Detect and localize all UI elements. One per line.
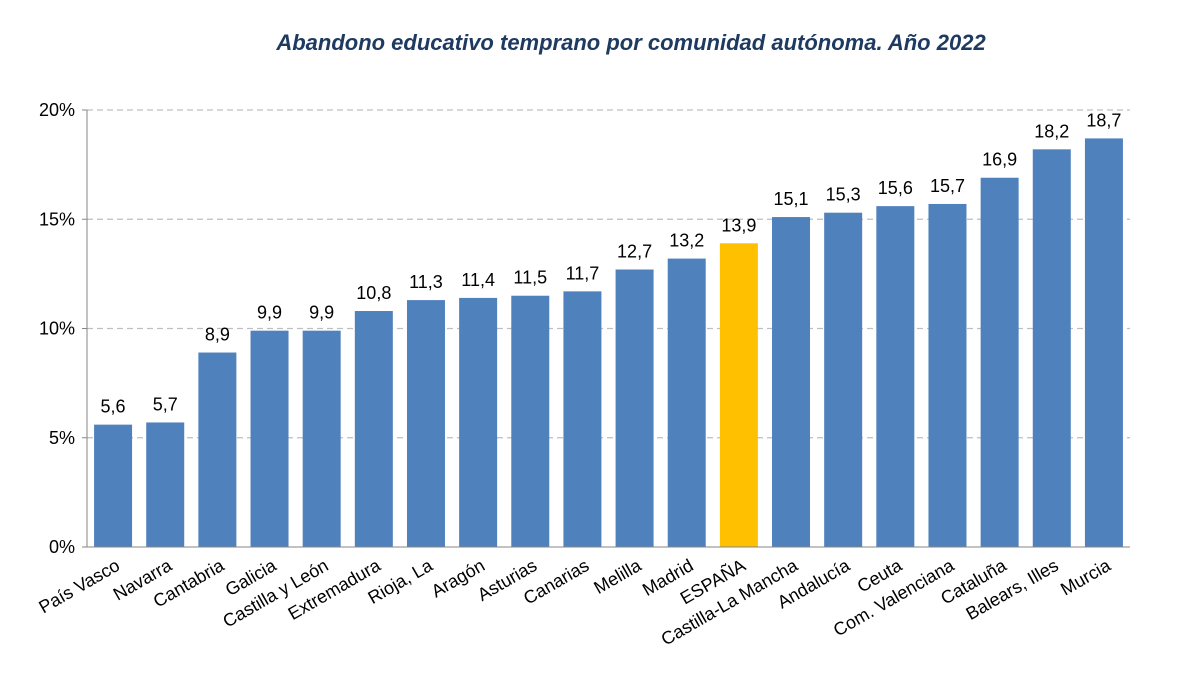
data-label: 5,6 xyxy=(101,397,126,417)
bar-aragón xyxy=(459,297,498,547)
bar-castilla-y-león xyxy=(302,330,341,547)
x-tick-label: Melilla xyxy=(590,555,645,598)
data-label: 16,9 xyxy=(982,150,1017,170)
bar-ceuta xyxy=(876,206,915,547)
bar-país-vasco xyxy=(94,424,133,547)
bar-galicia xyxy=(250,330,289,547)
data-label: 11,4 xyxy=(461,270,495,290)
y-tick-label: 15% xyxy=(39,209,75,229)
data-label: 5,7 xyxy=(153,394,178,414)
bar-melilla xyxy=(615,269,654,547)
data-label: 10,8 xyxy=(356,283,391,303)
data-label: 9,9 xyxy=(309,303,334,323)
bar-madrid xyxy=(667,258,706,547)
data-label: 13,9 xyxy=(721,215,756,235)
bar-castilla-la-mancha xyxy=(772,217,811,547)
data-label: 18,7 xyxy=(1086,110,1121,130)
data-label: 15,3 xyxy=(826,185,861,205)
data-label: 9,9 xyxy=(257,303,282,323)
y-tick-label: 20% xyxy=(39,100,75,120)
y-tick-label: 5% xyxy=(49,428,75,448)
y-tick-label: 10% xyxy=(39,319,75,339)
chart-title: Abandono educativo temprano por comunida… xyxy=(276,30,986,55)
bar-canarias xyxy=(563,291,602,547)
bar-navarra xyxy=(146,422,185,547)
bar-balears-illes xyxy=(1032,149,1071,547)
y-tick-label: 0% xyxy=(49,537,75,557)
bar-murcia xyxy=(1084,138,1123,547)
bar-com-valenciana xyxy=(928,203,967,547)
data-label: 15,6 xyxy=(878,178,913,198)
bar-andalucía xyxy=(824,212,863,547)
data-label: 11,5 xyxy=(513,268,547,288)
data-label: 12,7 xyxy=(617,242,652,262)
x-tick-label: Murcia xyxy=(1057,555,1115,600)
bar-extremadura xyxy=(354,311,393,547)
data-label: 13,2 xyxy=(669,231,704,251)
bar-cantabria xyxy=(198,352,237,547)
bar-españa xyxy=(719,243,758,547)
data-label: 15,1 xyxy=(774,189,809,209)
data-label: 18,2 xyxy=(1034,121,1069,141)
data-label: 15,7 xyxy=(930,176,965,196)
bar-asturias xyxy=(511,295,550,547)
bar-rioja-la xyxy=(406,300,445,547)
data-label: 11,3 xyxy=(409,272,443,292)
data-label: 8,9 xyxy=(205,325,230,345)
data-label: 11,7 xyxy=(566,263,600,283)
bar-cataluña xyxy=(980,177,1019,548)
